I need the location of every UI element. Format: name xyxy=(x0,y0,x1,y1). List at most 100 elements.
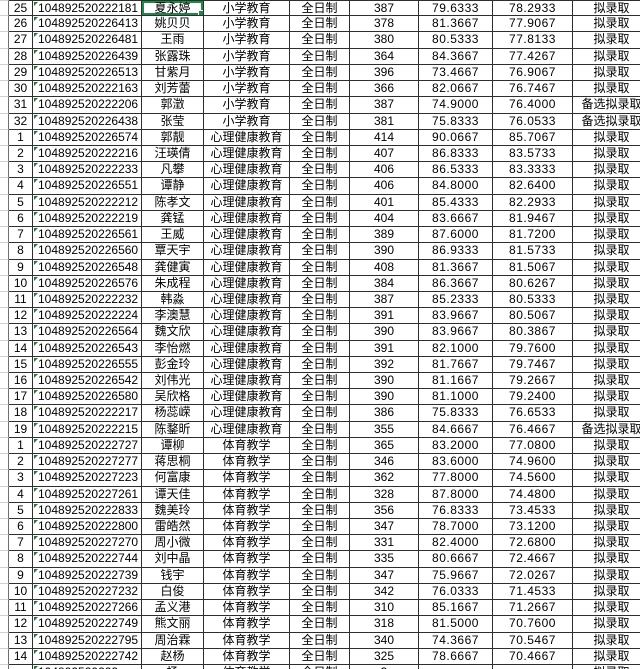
cell-name[interactable]: 韩淼 xyxy=(142,291,204,309)
cell-retest_score[interactable]: 83.9667 xyxy=(419,324,493,341)
cell-weighted_score[interactable]: 83.5733 xyxy=(493,145,573,163)
cell-study_type[interactable]: 全日制 xyxy=(290,227,350,244)
cell-major[interactable]: 体育教学 xyxy=(204,470,290,487)
cell-id[interactable]: 104892520222219 xyxy=(33,210,142,228)
cell-study_type[interactable]: 全日制 xyxy=(290,373,350,390)
cell-id[interactable]: 104892520227266 xyxy=(33,600,142,617)
cell-retest_score[interactable]: 87.8000 xyxy=(419,486,493,503)
cell-num[interactable] xyxy=(9,664,33,669)
cell-name[interactable]: 郭澂 xyxy=(142,97,204,114)
cell-status[interactable]: 拟录取 xyxy=(573,535,640,552)
cell-major[interactable]: 心理健康教育 xyxy=(204,227,290,244)
cell-num[interactable]: 2 xyxy=(9,454,33,471)
cell-retest_score[interactable]: 83.2000 xyxy=(419,437,493,455)
cell-name[interactable]: 郭靓 xyxy=(142,129,204,146)
cell-retest_score[interactable]: 75.8333 xyxy=(419,113,493,130)
cell-weighted_score[interactable]: 82.2933 xyxy=(493,194,573,211)
cell-study_type[interactable]: 全日制 xyxy=(290,551,350,568)
cell-major[interactable]: 心理健康教育 xyxy=(204,275,290,292)
cell-retest_score[interactable]: 85.2333 xyxy=(419,291,493,309)
cell-id[interactable]: 104892520222163 xyxy=(33,81,142,98)
cell-study_type[interactable]: 全日制 xyxy=(290,291,350,309)
cell-major[interactable]: 体育教学 xyxy=(204,632,290,649)
cell-initial_score[interactable]: 396 xyxy=(350,64,419,82)
cell-major[interactable]: 心理健康教育 xyxy=(204,421,290,438)
cell-weighted_score[interactable]: 85.7067 xyxy=(493,129,573,146)
cell-num[interactable]: 11 xyxy=(9,291,33,309)
cell-major[interactable]: 心理健康教育 xyxy=(204,145,290,163)
cell-status[interactable]: 拟录取 xyxy=(573,292,640,309)
cell-initial_score[interactable]: 347 xyxy=(350,519,419,536)
cell-status[interactable]: 拟录取 xyxy=(573,487,640,503)
cell-study_type[interactable]: 全日制 xyxy=(290,600,350,617)
cell-num[interactable]: 25 xyxy=(9,0,33,17)
cell-id[interactable]: 104892520227232 xyxy=(33,583,142,601)
cell-retest_score[interactable]: 90.0667 xyxy=(419,129,493,146)
cell-major[interactable]: 小学教育 xyxy=(204,64,290,82)
cell-weighted_score[interactable]: 76.6533 xyxy=(493,405,573,422)
cell-study_type[interactable]: 全日制 xyxy=(290,470,350,487)
cell-initial_score[interactable]: 408 xyxy=(350,259,419,276)
cell-initial_score[interactable]: 390 xyxy=(350,324,419,341)
cell-status[interactable]: 拟录取 xyxy=(573,438,640,455)
cell-major[interactable]: 小学教育 xyxy=(204,32,290,49)
cell-status[interactable]: 备选拟录取 xyxy=(573,422,640,438)
cell-major[interactable]: 心理健康教育 xyxy=(204,340,290,357)
cell-major[interactable]: 心理健康教育 xyxy=(204,356,290,374)
cell-name[interactable]: 周小微 xyxy=(142,535,204,552)
cell-initial_score[interactable]: 389 xyxy=(350,227,419,244)
cell-retest_score[interactable]: 85.1667 xyxy=(419,600,493,617)
cell-status[interactable]: 拟录取 xyxy=(573,81,640,98)
cell-id[interactable]: 104892520226543 xyxy=(33,340,142,357)
cell-id[interactable]: 104892520222217 xyxy=(33,405,142,422)
cell-study_type[interactable]: 全日制 xyxy=(290,97,350,114)
cell-retest_score[interactable]: 81.3667 xyxy=(419,16,493,33)
cell-initial_score[interactable]: 347 xyxy=(350,567,419,584)
cell-num[interactable]: 9 xyxy=(9,567,33,584)
cell-weighted_score[interactable]: 80.3867 xyxy=(493,324,573,341)
cell-name[interactable]: 吴欣格 xyxy=(142,389,204,406)
cell-retest_score[interactable]: 78.6667 xyxy=(419,648,493,665)
cell-retest_score[interactable]: 86.3667 xyxy=(419,275,493,292)
cell-status[interactable]: 拟录取 xyxy=(573,584,640,601)
cell-initial_score[interactable]: 392 xyxy=(350,356,419,374)
cell-study_type[interactable]: 全日制 xyxy=(290,145,350,163)
cell-retest_score[interactable]: 81.1000 xyxy=(419,389,493,406)
cell-name[interactable]: 甘紫月 xyxy=(142,64,204,82)
cell-status[interactable]: 拟录取 xyxy=(573,373,640,390)
cell-id[interactable]: 104892520226513 xyxy=(33,64,142,82)
cell-retest_score[interactable]: 81.7667 xyxy=(419,356,493,374)
cell-study_type[interactable]: 全日制 xyxy=(290,194,350,211)
cell-major[interactable]: 心理健康教育 xyxy=(204,389,290,406)
cell-major[interactable]: 体育教学 xyxy=(204,437,290,455)
cell-retest_score[interactable]: 79.6333 xyxy=(419,0,493,17)
cell-study_type[interactable]: 全日制 xyxy=(290,405,350,422)
cell-retest_score[interactable]: 81.3667 xyxy=(419,259,493,276)
cell-weighted_score[interactable]: 73.1200 xyxy=(493,519,573,536)
cell-status[interactable]: 拟录取 xyxy=(573,551,640,568)
cell-id[interactable]: 104892520226481 xyxy=(33,32,142,49)
cell-major[interactable]: 心理健康教育 xyxy=(204,210,290,228)
cell-status[interactable]: 拟录取 xyxy=(573,130,640,146)
cell-major[interactable]: 心理健康教育 xyxy=(204,162,290,179)
cell-num[interactable]: 10 xyxy=(9,275,33,292)
cell-weighted_score[interactable]: 70.4667 xyxy=(493,648,573,665)
cell-num[interactable]: 10 xyxy=(9,583,33,601)
cell-num[interactable]: 12 xyxy=(9,308,33,325)
cell-retest_score[interactable]: 84.3667 xyxy=(419,48,493,65)
cell-initial_score[interactable]: 335 xyxy=(350,551,419,568)
cell-weighted_score[interactable]: 80.6267 xyxy=(493,275,573,292)
cell-weighted_score[interactable]: 77.0800 xyxy=(493,437,573,455)
cell-retest_score[interactable]: 77.8000 xyxy=(419,470,493,487)
cell-status[interactable]: 拟录取 xyxy=(573,470,640,487)
cell-id[interactable]: 104892520222739 xyxy=(33,567,142,584)
cell-study_type[interactable]: 全日制 xyxy=(290,616,350,633)
cell-initial_score[interactable]: 390 xyxy=(350,389,419,406)
cell-weighted_score[interactable]: 76.4667 xyxy=(493,421,573,438)
cell-num[interactable]: 3 xyxy=(9,470,33,487)
cell-major[interactable]: 心理健康教育 xyxy=(204,324,290,341)
cell-initial_score[interactable]: 380 xyxy=(350,32,419,49)
cell-study_type[interactable]: 全日制 xyxy=(290,340,350,357)
cell-status[interactable]: 拟录取 xyxy=(573,649,640,665)
cell-retest_score[interactable]: 83.6667 xyxy=(419,210,493,228)
